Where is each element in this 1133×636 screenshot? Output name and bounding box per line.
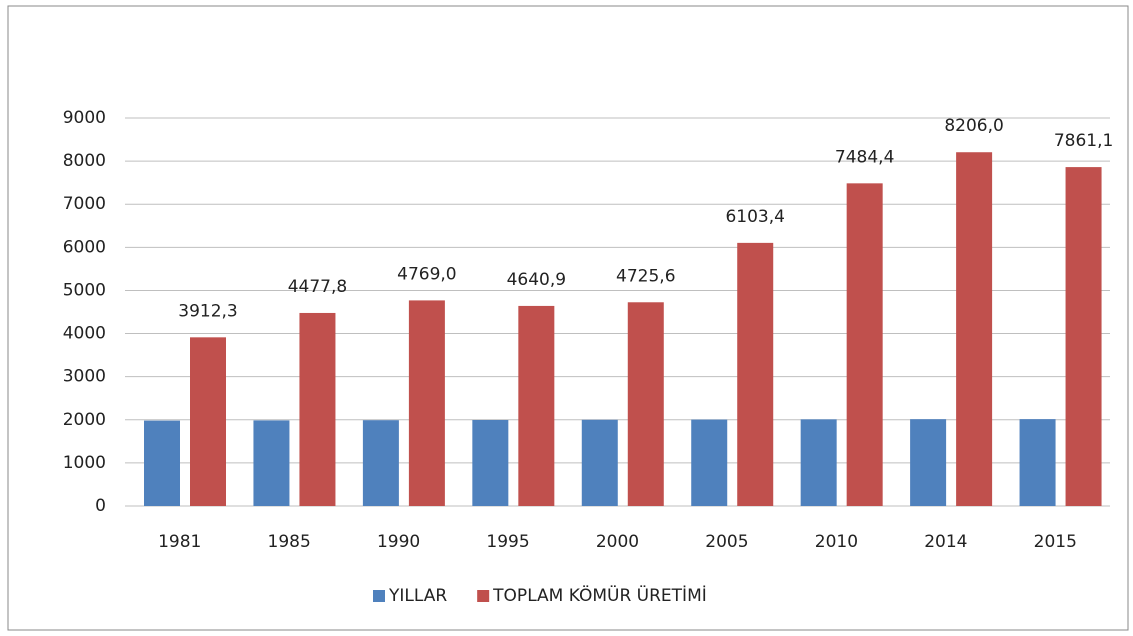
- legend-swatch: [373, 590, 385, 602]
- legend-swatch: [477, 590, 490, 602]
- bar: [737, 242, 774, 506]
- data-label: 4640,9: [507, 270, 566, 290]
- bar: [472, 419, 509, 506]
- data-label: 4769,0: [397, 264, 456, 284]
- bar: [956, 152, 993, 506]
- bar: [581, 419, 618, 506]
- data-label: 7861,1: [1054, 131, 1113, 151]
- bar: [846, 183, 883, 506]
- data-label: 3912,3: [178, 301, 237, 321]
- x-tick-label: 2010: [815, 532, 858, 552]
- bar: [691, 419, 728, 506]
- y-tick-label: 5000: [63, 280, 106, 300]
- bar: [362, 420, 399, 506]
- chart-border: [7, 5, 1129, 631]
- y-tick-label: 2000: [63, 410, 106, 430]
- bar: [190, 337, 226, 506]
- x-tick-label: 2015: [1034, 532, 1077, 552]
- bar: [408, 300, 445, 506]
- bar: [518, 305, 555, 506]
- y-tick-label: 6000: [63, 237, 106, 257]
- x-tick-label: 1981: [158, 532, 201, 552]
- bar: [800, 419, 837, 506]
- bar: [910, 419, 947, 506]
- bar: [299, 312, 336, 506]
- x-tick-label: 2000: [596, 532, 639, 552]
- data-label: 6103,4: [725, 207, 784, 227]
- legend-label: YILLAR: [388, 586, 447, 606]
- data-label: 4477,8: [288, 277, 347, 297]
- y-tick-label: 7000: [63, 194, 106, 214]
- y-tick-label: 0: [95, 496, 106, 516]
- y-tick-label: 4000: [63, 324, 106, 344]
- data-label: 4725,6: [616, 266, 675, 286]
- x-tick-label: 2014: [924, 532, 967, 552]
- x-tick-label: 1995: [486, 532, 529, 552]
- bar: [253, 420, 290, 506]
- bar: [1019, 419, 1056, 506]
- y-tick-label: 3000: [63, 367, 106, 387]
- bar: [144, 420, 180, 506]
- bar: [627, 302, 664, 506]
- x-tick-label: 1990: [377, 532, 420, 552]
- y-tick-label: 9000: [63, 108, 106, 128]
- x-tick-label: 1985: [268, 532, 311, 552]
- y-tick-label: 8000: [63, 151, 106, 171]
- bar: [1065, 167, 1102, 506]
- legend-label: TOPLAM KÖMÜR ÜRETİMİ: [492, 584, 707, 606]
- data-label: 8206,0: [944, 116, 1003, 136]
- x-tick-label: 2005: [705, 532, 748, 552]
- data-label: 7484,4: [835, 147, 894, 167]
- y-tick-label: 1000: [63, 453, 106, 473]
